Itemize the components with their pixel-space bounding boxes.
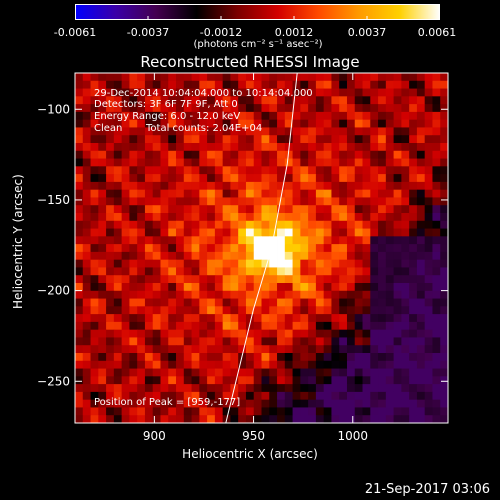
colorbar-tick-label: 0.0061	[417, 26, 457, 39]
annotation-algorithm: Clean	[94, 123, 123, 134]
annotation-peak-position: Position of Peak = [959,-177]	[94, 397, 241, 408]
y-tick-label: −100	[37, 102, 70, 116]
colorbar-tick-label: -0.0037	[126, 26, 170, 39]
annotation-energy: Energy Range: 6.0 - 12.0 keV	[94, 111, 241, 122]
colorbar-tick-label: 0.0037	[347, 26, 387, 39]
colorbar-tick-label: 0.0012	[274, 26, 314, 39]
colorbar-unit-label: (photons cm⁻² s⁻¹ asec⁻²)	[193, 39, 323, 50]
y-axis-label: Heliocentric Y (arcsec)	[11, 174, 25, 309]
colorbar-gradient	[75, 4, 440, 20]
colorbar-tick-label: -0.0061	[53, 26, 97, 39]
x-tick-label: 1000	[337, 429, 368, 443]
y-tick-label: −200	[37, 284, 70, 298]
colorbar-tick-label: -0.0012	[199, 26, 243, 39]
solar-limb-line	[225, 72, 298, 424]
date-stamp: 21-Sep-2017 03:06	[364, 482, 490, 497]
annotation-detectors: Detectors: 3F 6F 7F 9F, Att 0	[94, 99, 238, 110]
heatmap-cells	[75, 73, 449, 424]
y-tick-label: −150	[37, 193, 70, 207]
y-tick-label: −250	[37, 374, 70, 388]
plot-frame	[74, 72, 449, 424]
chart-title: Reconstructed RHESSI Image	[140, 53, 360, 71]
annotation-time: 29-Dec-2014 10:04:04.000 to 10:14:04.000	[94, 88, 313, 99]
colorbar	[75, 4, 440, 20]
x-axis-label: Heliocentric X (arcsec)	[182, 447, 318, 461]
x-tick-label: 950	[242, 429, 265, 443]
annotation-counts: Total counts: 2.04E+04	[146, 123, 263, 134]
x-tick-label: 900	[143, 429, 166, 443]
